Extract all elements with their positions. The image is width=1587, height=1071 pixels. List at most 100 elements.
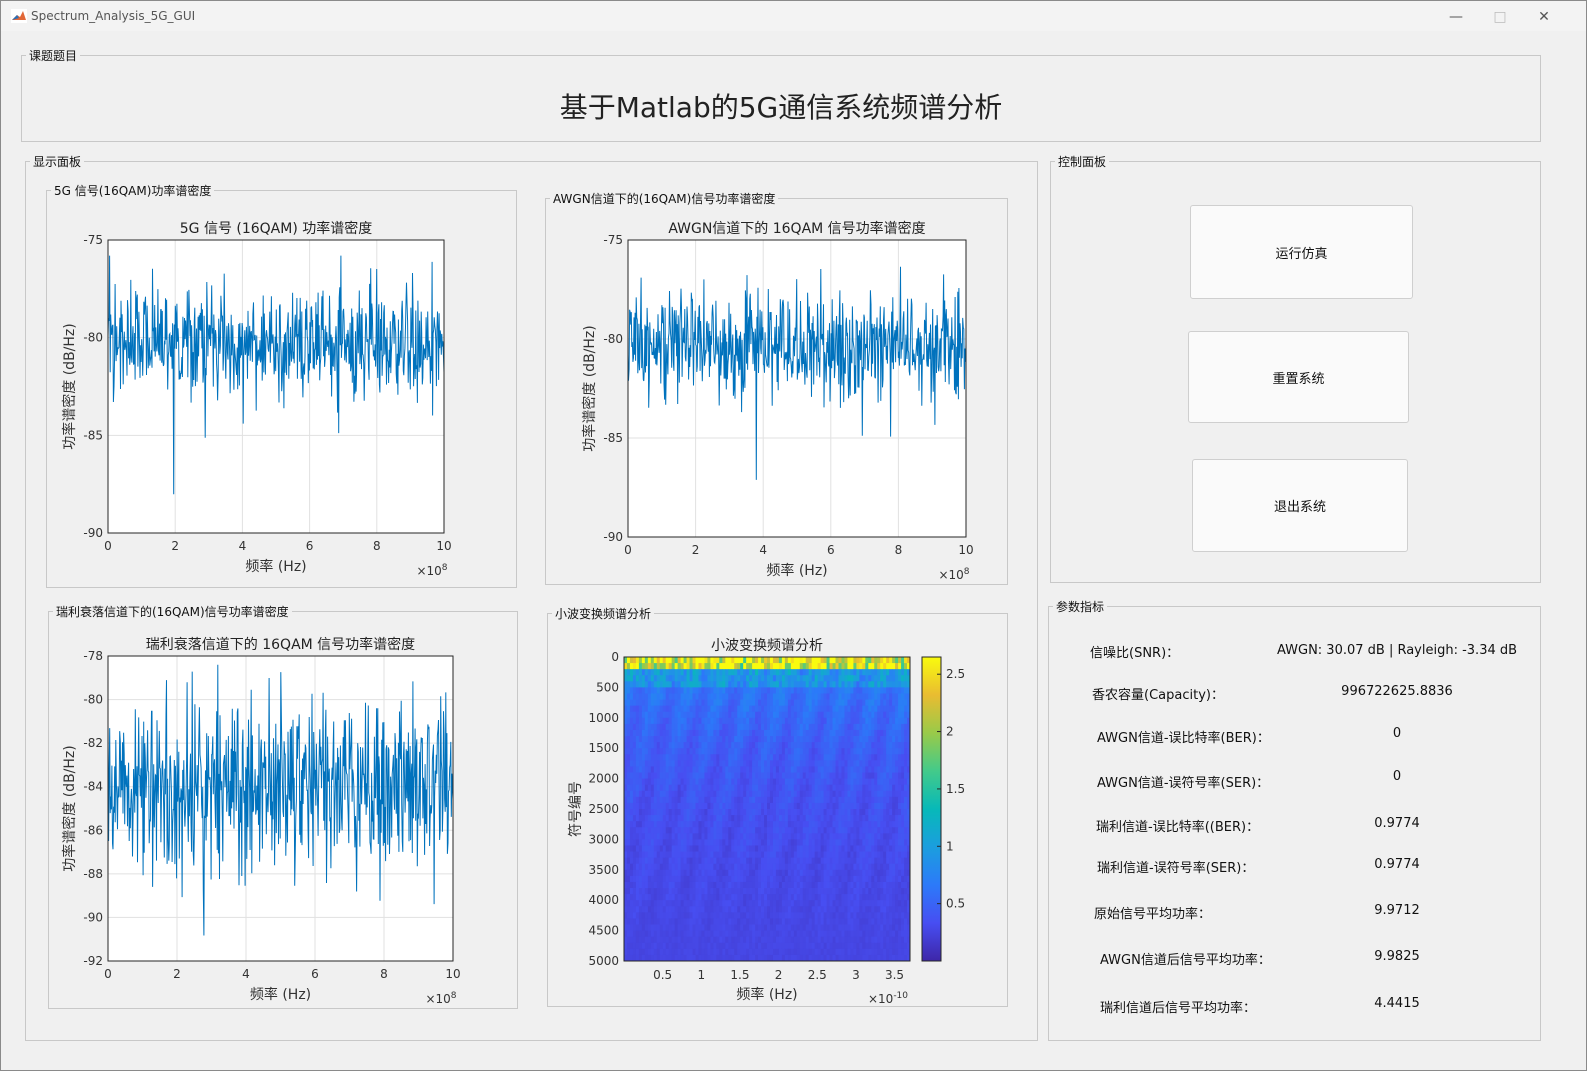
heatmap-cell xyxy=(886,833,890,840)
heatmap-cell xyxy=(716,699,720,707)
heatmap-cell xyxy=(769,729,774,737)
heatmap-cell xyxy=(772,869,777,877)
heatmap-cell xyxy=(859,736,863,743)
heatmap-cell xyxy=(844,942,848,950)
heatmap-cell xyxy=(674,802,679,810)
heatmap-cell xyxy=(772,954,777,962)
heatmap-cell xyxy=(796,687,801,694)
heatmap-cell xyxy=(826,942,830,950)
heatmap-cell xyxy=(907,723,911,731)
heatmap-cell xyxy=(871,888,875,895)
heatmap-cell xyxy=(877,754,881,761)
heatmap-cell xyxy=(847,687,851,694)
heatmap-cell xyxy=(805,705,810,713)
heatmap-cell xyxy=(740,681,744,688)
heatmap-cell xyxy=(889,663,893,670)
heatmap-cell xyxy=(656,663,661,670)
heatmap-cell xyxy=(901,748,905,755)
heatmap-cell xyxy=(731,875,735,883)
exit-system-button[interactable]: 退出系统 xyxy=(1192,459,1408,552)
heatmap-cell xyxy=(683,699,687,707)
maximize-button[interactable]: □ xyxy=(1493,9,1507,25)
heatmap-cell xyxy=(847,809,851,816)
heatmap-cell xyxy=(868,942,872,950)
heatmap-cell xyxy=(653,857,658,865)
heatmap-cell xyxy=(799,894,804,901)
heatmap-cell xyxy=(764,954,768,962)
heatmap-cell xyxy=(838,657,842,664)
heatmap-cell xyxy=(781,675,786,682)
reset-system-button[interactable]: 重置系统 xyxy=(1188,331,1409,423)
heatmap-cell xyxy=(701,681,705,688)
heatmap-cell xyxy=(698,723,702,731)
heatmap-cell xyxy=(767,687,771,694)
heatmap-cell xyxy=(781,693,786,700)
heatmap-cell xyxy=(683,723,687,731)
heatmap-cell xyxy=(713,772,717,779)
heatmap-cell xyxy=(641,693,646,700)
heatmap-cell xyxy=(707,742,711,749)
heatmap-cell xyxy=(638,863,643,871)
heatmap-cell xyxy=(814,687,819,694)
heatmap-cell xyxy=(811,821,816,828)
heatmap-cell xyxy=(769,839,774,846)
heatmap-cell xyxy=(880,669,884,676)
run-simulation-button[interactable]: 运行仿真 xyxy=(1190,205,1413,299)
close-button[interactable]: ✕ xyxy=(1538,9,1550,25)
heatmap-cell xyxy=(844,875,848,883)
heatmap-cell xyxy=(901,924,905,931)
heatmap-cell xyxy=(665,900,670,907)
heatmap-cell xyxy=(695,863,699,871)
heatmap-cell xyxy=(764,875,768,883)
heatmap-cell xyxy=(799,833,804,840)
heatmap-cell xyxy=(725,845,729,852)
heatmap-cell xyxy=(713,802,717,810)
heatmap-cell xyxy=(641,809,646,816)
y-tick-label: 0 xyxy=(611,650,619,664)
heatmap-cell xyxy=(853,754,857,761)
heatmap-cell xyxy=(734,736,738,743)
heatmap-cell xyxy=(698,675,702,682)
heatmap-cell xyxy=(868,681,872,688)
heatmap-cell xyxy=(805,693,810,700)
heatmap-cell xyxy=(793,736,798,743)
heatmap-cell xyxy=(692,954,696,962)
heatmap-cell xyxy=(772,809,777,816)
heatmap-cell xyxy=(624,729,628,737)
heatmap-cell xyxy=(629,918,634,925)
heatmap-cell xyxy=(764,766,768,773)
heatmap-cell xyxy=(725,930,729,938)
heatmap-cell xyxy=(826,881,830,889)
heatmap-cell xyxy=(802,699,807,707)
heatmap-cell xyxy=(626,888,631,895)
heatmap-cell xyxy=(683,766,687,773)
heatmap-cell xyxy=(886,888,890,895)
heatmap-cell xyxy=(847,936,851,944)
heatmap-cell xyxy=(650,936,655,944)
heatmap-cell xyxy=(814,851,819,859)
heatmap-cell xyxy=(814,912,819,919)
heatmap-cell xyxy=(689,796,693,804)
heatmap-cell xyxy=(686,869,690,877)
heatmap-cell xyxy=(799,857,804,865)
heatmap-cell xyxy=(898,906,902,913)
heatmap-cell xyxy=(883,687,887,694)
heatmap-cell xyxy=(877,663,881,670)
heatmap-cell xyxy=(668,693,673,700)
heatmap-cell xyxy=(722,675,726,682)
minimize-button[interactable]: — xyxy=(1449,9,1463,25)
heatmap-cell xyxy=(752,754,756,761)
heatmap-cell xyxy=(820,948,825,956)
heatmap-cell xyxy=(832,796,836,804)
heatmap-cell xyxy=(817,742,822,749)
heatmap-cell xyxy=(799,754,804,761)
heatmap-cell xyxy=(701,657,705,664)
heatmap-cell xyxy=(692,675,696,682)
heatmap-cell xyxy=(769,948,774,956)
heatmap-cell xyxy=(844,748,848,755)
heatmap-cell xyxy=(701,906,705,913)
heatmap-cell xyxy=(844,827,848,834)
heatmap-cell xyxy=(704,742,708,749)
heatmap-cell xyxy=(835,687,839,694)
heatmap-cell xyxy=(781,930,786,938)
